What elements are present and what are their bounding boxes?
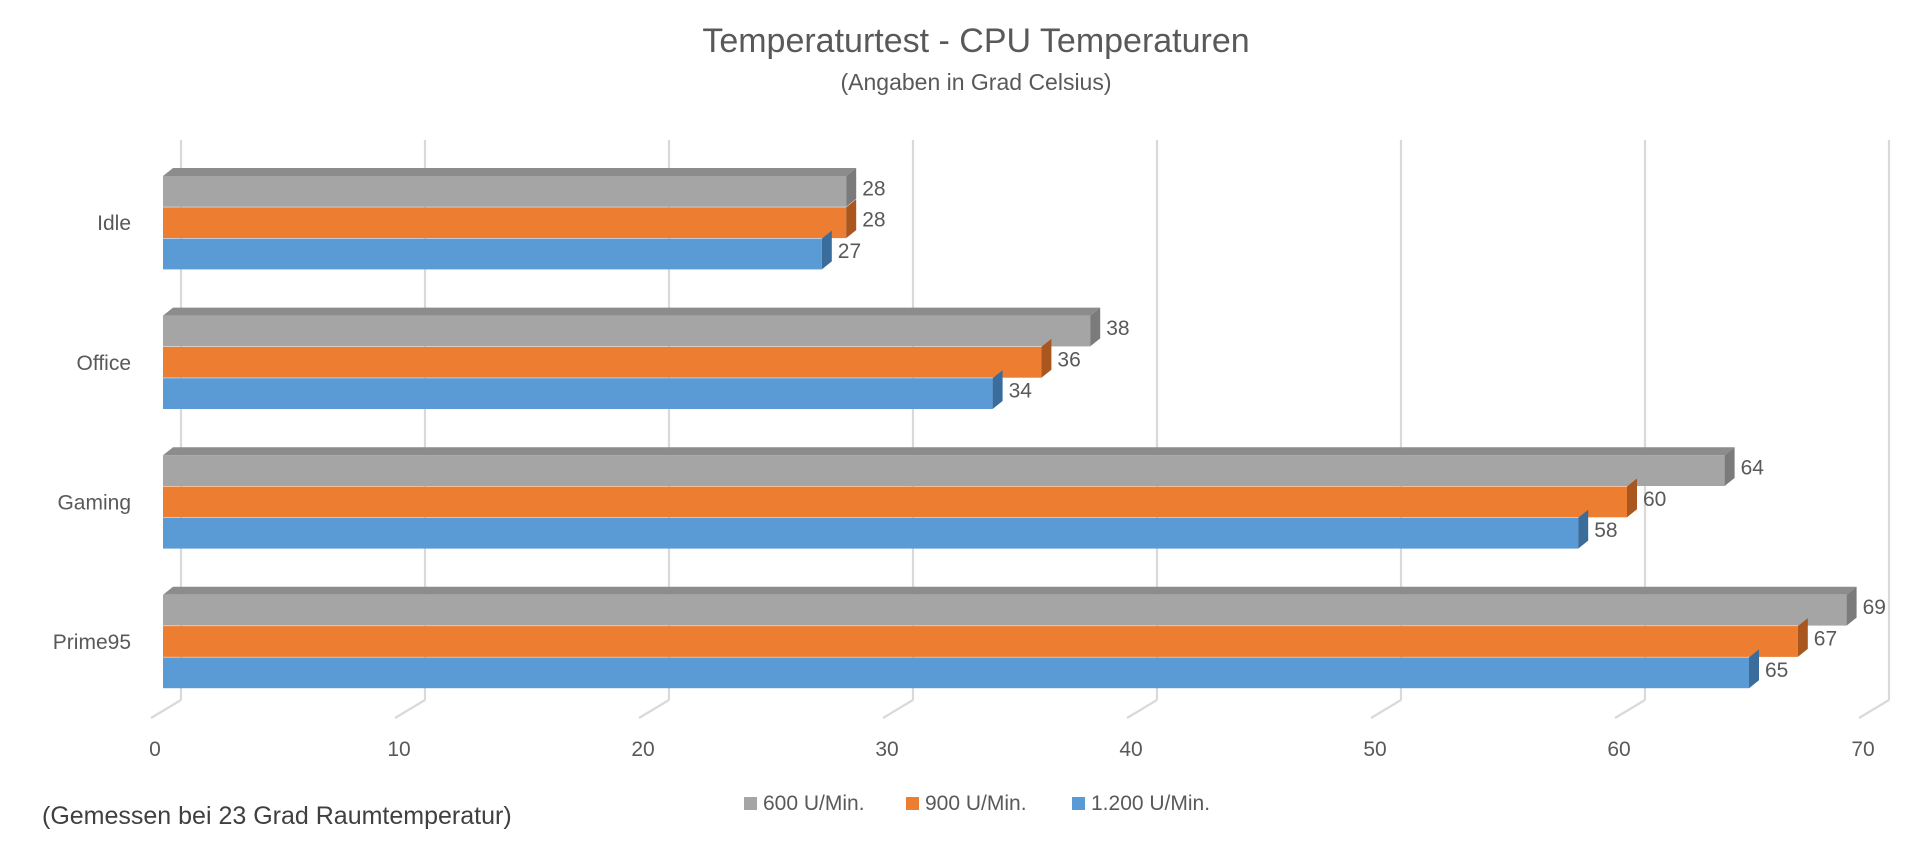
data-label: 34 <box>1009 380 1033 403</box>
floor-tick <box>1858 699 1890 719</box>
bar <box>163 238 822 270</box>
data-label: 38 <box>1106 317 1129 340</box>
data-label: 27 <box>838 240 861 263</box>
chart-title: Temperaturtest - CPU Temperaturen <box>702 22 1249 60</box>
x-tick-label: 70 <box>1851 738 1874 761</box>
bar-top-face <box>163 586 1857 595</box>
bar-side-face <box>1846 586 1857 626</box>
legend: 600 U/Min. 900 U/Min. 1.200 U/Min. <box>744 792 1210 815</box>
bar <box>163 594 1847 626</box>
bar-side-face <box>1797 618 1808 657</box>
data-label: 69 <box>1863 596 1886 619</box>
bar <box>163 657 1749 689</box>
bars <box>163 168 1857 689</box>
data-label: 67 <box>1814 628 1837 651</box>
bar-top-face <box>163 447 1735 456</box>
legend-label: 600 U/Min. <box>763 792 865 815</box>
category-label: Gaming <box>57 491 131 514</box>
bar <box>163 176 847 207</box>
category-label: Prime95 <box>53 631 131 654</box>
chart-footnote: (Gemessen bei 23 Grad Raumtemperatur) <box>42 802 512 830</box>
floor-tick <box>1614 699 1646 719</box>
data-label: 28 <box>862 177 885 200</box>
category-label: Idle <box>97 212 131 235</box>
bar <box>163 207 847 239</box>
floor-tick <box>638 699 670 719</box>
x-tick-label: 50 <box>1363 738 1386 761</box>
floor-tick <box>394 699 426 719</box>
x-tick-label: 40 <box>1119 738 1142 761</box>
bar-top-face <box>163 168 857 176</box>
bar <box>163 517 1579 549</box>
chart-subtitle: (Angaben in Grad Celsius) <box>840 69 1111 95</box>
x-tick-label: 60 <box>1607 738 1630 761</box>
floor-tick <box>1370 699 1402 719</box>
floor-tick <box>150 699 182 719</box>
axis-labels: 0 10 20 30 40 50 60 70 Idle Office Gaming Prime95 <box>53 212 1875 761</box>
category-label: Office <box>77 352 131 375</box>
data-label: 58 <box>1594 519 1617 542</box>
x-tick-label: 30 <box>875 738 898 761</box>
x-tick-label: 10 <box>387 738 410 761</box>
floor-tick <box>1126 699 1158 719</box>
bar-side-face <box>846 168 857 207</box>
bar-side-face <box>821 230 832 270</box>
data-label: 36 <box>1057 348 1080 371</box>
legend-label: 1.200 U/Min. <box>1091 792 1210 815</box>
bar-side-face <box>1041 338 1052 378</box>
x-tick-label: 20 <box>631 738 654 761</box>
bar-side-face <box>1627 478 1637 518</box>
bar-side-face <box>1090 307 1101 347</box>
legend-swatch <box>906 797 919 810</box>
data-label: 28 <box>862 209 885 232</box>
legend-swatch <box>744 797 757 810</box>
data-label: 60 <box>1643 488 1666 511</box>
bar-top-face <box>163 307 1101 316</box>
bar <box>163 378 993 409</box>
bar-side-face <box>1749 649 1759 689</box>
data-label: 64 <box>1741 457 1765 480</box>
bar-side-face <box>1724 447 1735 486</box>
bar-side-face <box>1578 509 1589 549</box>
data-label: 65 <box>1765 659 1788 682</box>
bar <box>163 486 1627 518</box>
bar-side-face <box>846 199 857 239</box>
x-tick-label: 0 <box>149 738 161 761</box>
floor-tick <box>882 699 914 719</box>
bar <box>163 455 1725 486</box>
legend-swatch <box>1072 797 1085 810</box>
bar-side-face <box>992 370 1003 409</box>
bar <box>163 346 1042 378</box>
bar <box>163 626 1798 657</box>
bar <box>163 315 1091 347</box>
legend-label: 900 U/Min. <box>925 792 1027 815</box>
